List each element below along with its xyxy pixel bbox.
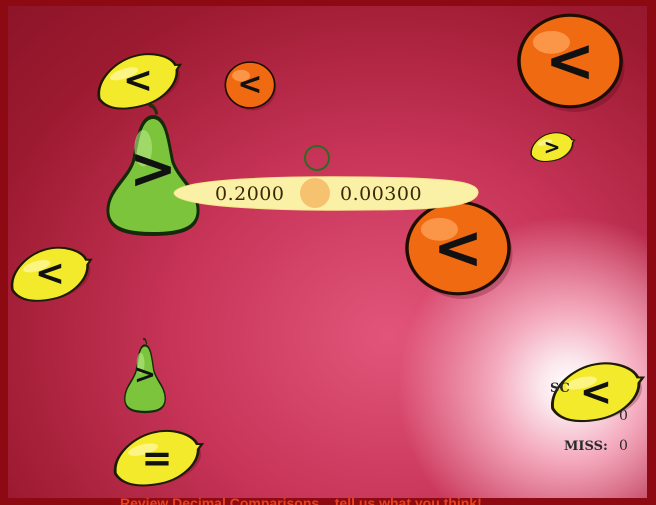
score-value: 0 bbox=[619, 408, 628, 424]
comparison-symbol: = bbox=[141, 436, 173, 480]
miss-value: 0 bbox=[619, 438, 628, 454]
pear-icon bbox=[124, 337, 166, 414]
lemon-fruit[interactable]: > bbox=[525, 125, 580, 170]
comparison-symbol: < bbox=[34, 253, 66, 294]
comparison-symbol: > bbox=[129, 135, 177, 202]
game-stage[interactable]: < < < > > < < > = < 0.2000 0.00300 SC 0 MISS: 0 bbox=[8, 6, 647, 498]
comparison-symbol: > bbox=[543, 135, 561, 159]
lemon-icon bbox=[530, 132, 576, 162]
orange-fruit[interactable]: < bbox=[222, 59, 278, 111]
comparison-symbol: < bbox=[432, 213, 484, 283]
comparison-symbol: < bbox=[122, 60, 154, 101]
lemon-fruit[interactable]: = bbox=[103, 415, 212, 498]
orange-fruit[interactable]: < bbox=[400, 196, 516, 300]
lemon-fruit[interactable]: < bbox=[539, 347, 647, 437]
comparison-symbol: < bbox=[544, 26, 596, 96]
circle-reticle-icon[interactable] bbox=[304, 145, 330, 171]
footer: Review Decimal Comparisons... tell us wh… bbox=[0, 496, 656, 505]
score-panel: SC 0 MISS: 0 bbox=[545, 375, 645, 495]
pear-fruit[interactable]: > bbox=[123, 337, 167, 414]
score-label: SC bbox=[550, 381, 570, 396]
miss-label: MISS: bbox=[564, 439, 608, 454]
left-decimal-value: 0.2000 bbox=[215, 183, 285, 205]
comparison-symbol: < bbox=[237, 67, 263, 102]
right-decimal-value: 0.00300 bbox=[340, 183, 423, 205]
review-feedback-link[interactable]: Review Decimal Comparisons... tell us wh… bbox=[120, 496, 482, 505]
lemon-icon bbox=[10, 246, 93, 302]
answer-slot[interactable] bbox=[300, 178, 330, 208]
lemon-icon bbox=[113, 429, 205, 487]
lemon-fruit[interactable]: < bbox=[85, 37, 192, 124]
lemon-fruit[interactable]: < bbox=[8, 232, 101, 316]
comparison-sentence: 0.2000 0.00300 bbox=[168, 174, 480, 212]
lemon-icon bbox=[551, 362, 646, 423]
pear-fruit[interactable]: > bbox=[104, 103, 202, 236]
orange-icon bbox=[405, 200, 513, 299]
comparison-symbol: > bbox=[134, 360, 156, 390]
lemon-icon bbox=[97, 53, 183, 110]
orange-icon bbox=[517, 13, 625, 112]
orange-fruit[interactable]: < bbox=[512, 9, 628, 113]
orange-icon bbox=[224, 61, 277, 111]
pear-icon bbox=[106, 103, 200, 236]
